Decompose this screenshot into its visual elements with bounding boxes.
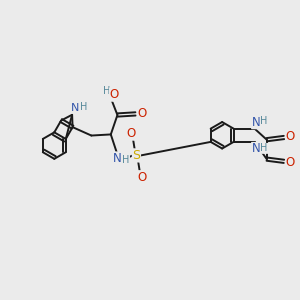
Text: H: H [122,155,130,165]
Text: O: O [137,171,147,184]
Text: O: O [286,156,295,169]
Text: O: O [137,107,147,120]
Text: O: O [110,88,119,101]
Text: O: O [286,130,295,142]
Text: H: H [103,86,110,96]
Text: H: H [260,116,268,126]
Text: S: S [132,149,140,162]
Text: H: H [260,143,268,153]
Text: O: O [126,127,135,140]
Text: N: N [71,103,79,113]
Text: N: N [252,116,260,129]
Text: N: N [252,142,260,155]
Text: H: H [80,102,87,112]
Text: N: N [113,152,122,165]
